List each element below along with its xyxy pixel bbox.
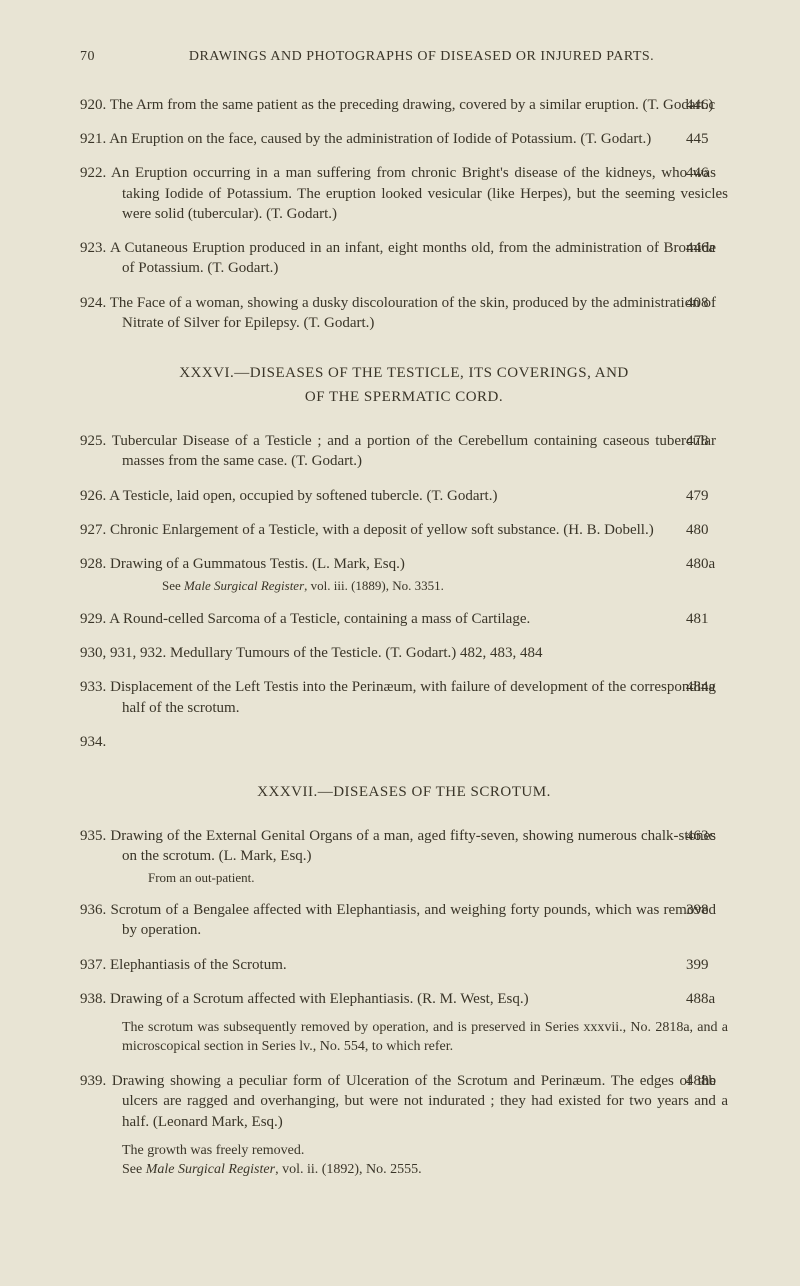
entry-number: 920. [80,97,106,113]
section-title-line1: XXXVI.—DISEASES OF THE TESTICLE, ITS COV… [80,361,728,385]
see-note: See Male Surgical Register, vol. iii. (1… [80,577,728,595]
entry-note: The growth was freely removed. See Male … [80,1142,728,1180]
entry-928: 480a 928. Drawing of a Gummatous Testis.… [80,554,728,595]
note-line2: See Male Surgical Register, vol. ii. (18… [122,1161,728,1180]
page-number: 70 [80,48,95,67]
entry-number: 926. [80,488,106,504]
section-37-title: XXXVII.—DISEASES OF THE SCROTUM. [80,780,728,804]
entry-924: 408 924. The Face of a woman, showing a … [80,293,728,334]
note-line1: The growth was freely removed. [122,1142,728,1161]
entry-929: 481 929. A Round-celled Sarcoma of a Tes… [80,609,728,629]
entry-935: 463c 935. Drawing of the External Genita… [80,826,728,886]
entry-922: 446 922. An Eruption occurring in a man … [80,163,728,224]
entry-number: 935. [80,828,106,844]
entry-number: 936. [80,902,106,918]
entry-938: 488a 938. Drawing of a Scrotum affected … [80,989,728,1057]
entry-930-932: 930, 931, 932. Medullary Tumours of the … [80,643,728,663]
entry-920: 446c 920. The Arm from the same patient … [80,95,728,115]
entry-text: A Cutaneous Eruption produced in an infa… [110,240,716,276]
entry-number: 930, 931, 932. [80,645,166,661]
entry-text: Drawing showing a peculiar form of Ulcer… [112,1073,728,1130]
entry-text: The Face of a woman, showing a dusky dis… [110,295,716,331]
entry-number: 928. [80,556,106,572]
entry-number: 937. [80,957,106,973]
header-title: DRAWINGS AND PHOTOGRAPHS OF DISEASED OR … [189,49,654,64]
entry-text: Drawing of a Scrotum affected with Eleph… [110,991,529,1007]
entry-number: 934. [80,734,106,750]
entry-number: 924. [80,295,106,311]
entry-note: The scrotum was subsequently removed by … [80,1019,728,1057]
entry-925: 478 925. Tubercular Disease of a Testicl… [80,431,728,472]
entry-937: 399 937. Elephantiasis of the Scrotum. [80,955,728,975]
entry-text: An Eruption occurring in a man suffering… [111,165,728,222]
entry-number: 921. [80,131,106,147]
entry-text: An Eruption on the face, caused by the a… [109,131,651,147]
section-title: XXXVII.—DISEASES OF THE SCROTUM. [80,780,728,804]
section-36-title: XXXVI.—DISEASES OF THE TESTICLE, ITS COV… [80,361,728,409]
entry-number: 938. [80,991,106,1007]
entry-text: Chronic Enlargement of a Testicle, with … [110,522,654,538]
entry-933: 484a 933. Displacement of the Left Testi… [80,677,728,718]
entry-number: 929. [80,611,106,627]
entry-number: 927. [80,522,106,538]
entry-934: 934. [80,732,728,752]
entry-939: 488b 939. Drawing showing a peculiar for… [80,1071,728,1180]
entry-text: Drawing of a Gummatous Testis. (L. Mark,… [110,556,405,572]
entry-936: 398 936. Scrotum of a Bengalee affected … [80,900,728,941]
entry-text: A Round-celled Sarcoma of a Testicle, co… [109,611,530,627]
entry-text: Scrotum of a Bengalee affected with Elep… [111,902,717,938]
entry-text: Medullary Tumours of the Testicle. (T. G… [170,645,543,661]
entry-923: 446a 923. A Cutaneous Eruption produced … [80,238,728,279]
entry-number: 939. [80,1073,106,1089]
entry-text: The Arm from the same patient as the pre… [110,97,714,113]
entry-text: Tubercular Disease of a Testicle ; and a… [112,433,716,469]
entry-text: Drawing of the External Genital Organs o… [110,828,716,864]
entry-text: A Testicle, laid open, occupied by softe… [109,488,497,504]
entry-927: 480 927. Chronic Enlargement of a Testic… [80,520,728,540]
entry-number: 922. [80,165,106,181]
entry-number: 925. [80,433,106,449]
entry-number: 923. [80,240,106,256]
entry-926: 479 926. A Testicle, laid open, occupied… [80,486,728,506]
section-title-line2: OF THE SPERMATIC CORD. [80,385,728,409]
entry-number: 933. [80,679,106,695]
entry-921: 445 921. An Eruption on the face, caused… [80,129,728,149]
page-header: 70 DRAWINGS AND PHOTOGRAPHS OF DISEASED … [80,48,728,67]
sub-note: From an out-patient. [80,869,728,887]
entry-text: Displacement of the Left Testis into the… [110,679,716,715]
entry-text: Elephantiasis of the Scrotum. [110,957,287,973]
